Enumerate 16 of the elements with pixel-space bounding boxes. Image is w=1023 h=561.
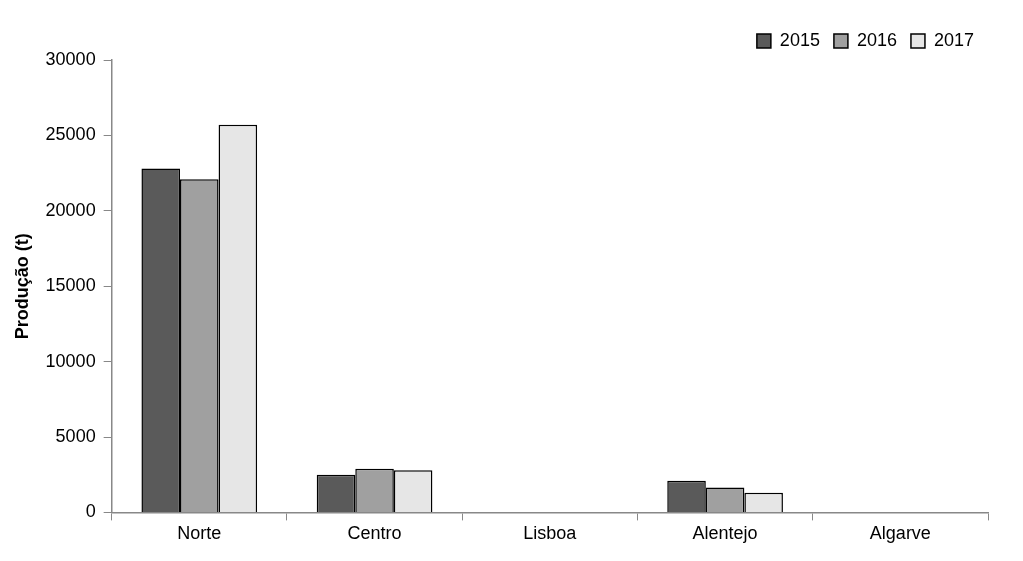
y-tick-label: 0 [85,501,96,522]
x-tick-label: Algarve [869,523,931,544]
legend-label: 2016 [856,29,897,50]
y-tick-label: 10000 [45,350,96,371]
x-tick-label: Alentejo [692,523,758,544]
y-tick-label: 5000 [55,425,96,446]
y-axis-title: Produção (t) [11,233,32,340]
x-tick-label: Norte [177,523,222,544]
x-tick-label: Lisboa [523,523,578,544]
x-tick-label: Centro [347,523,402,544]
y-tick-label: 15000 [45,275,96,296]
legend-label: 2015 [779,29,820,50]
y-tick-label: 20000 [45,199,96,220]
y-tick-label: 30000 [45,48,96,69]
legend-label: 2017 [933,29,974,50]
y-tick-label: 25000 [45,124,96,145]
